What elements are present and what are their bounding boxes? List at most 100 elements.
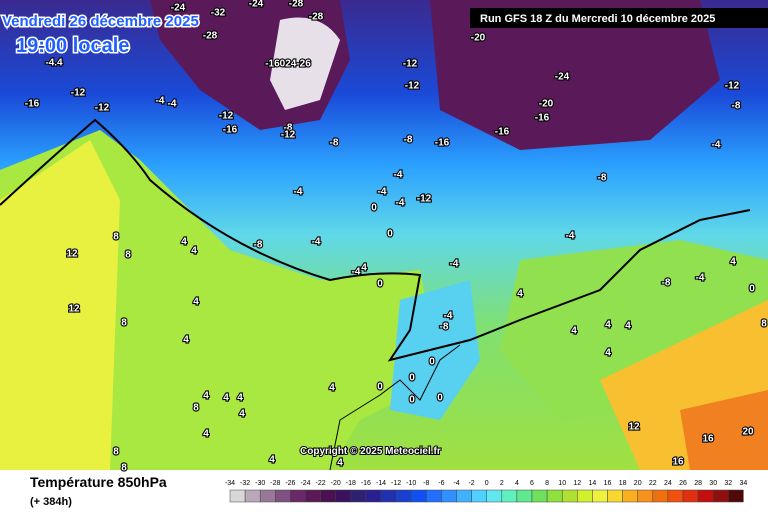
temperature-label: -4 — [156, 96, 165, 107]
temperature-label: -16 — [223, 125, 238, 136]
temperature-label: -4 — [294, 187, 303, 198]
temperature-label: -8 — [732, 101, 741, 112]
temperature-label: -16024-26 — [265, 59, 311, 70]
temperature-label: -12 — [219, 111, 234, 122]
temperature-label: 4 — [203, 429, 209, 440]
colorbar-tick: -16 — [361, 480, 371, 487]
colorbar-swatch — [229, 489, 246, 503]
temperature-label: 4 — [183, 335, 189, 346]
temperature-label: -4 — [712, 140, 721, 151]
temperature-label: 8 — [125, 250, 131, 261]
temperature-label: -4 — [566, 231, 575, 242]
colorbar-tick: -34 — [225, 480, 235, 487]
colorbar-tick: 0 — [485, 480, 489, 487]
temperature-label: -4 — [378, 187, 387, 198]
temperature-label: 4 — [361, 263, 367, 274]
colorbar-tick: -20 — [331, 480, 341, 487]
temperature-label: 4 — [203, 391, 209, 402]
temperature-label: 4 — [239, 409, 245, 420]
colorbar-tick: 22 — [649, 480, 657, 487]
temperature-label: -20 — [471, 33, 486, 44]
temperature-label: 0 — [409, 395, 415, 406]
temperature-label: 4 — [223, 393, 229, 404]
time-label: 19:00 locale — [16, 35, 129, 57]
temperature-label: -12 — [95, 103, 110, 114]
colorbar-swatch — [395, 489, 412, 503]
temperature-label: -8 — [598, 173, 607, 184]
colorbar-swatch — [426, 489, 442, 503]
temperature-label: -4 — [450, 259, 459, 270]
temperature-label: -4 — [394, 170, 403, 181]
warm-area — [680, 390, 768, 470]
temperature-label: -32 — [211, 8, 226, 19]
colorbar-tick: -12 — [391, 480, 401, 487]
colorbar-swatch — [441, 489, 457, 503]
temperature-label: -24 — [555, 72, 570, 83]
temperature-label: 0 — [377, 382, 383, 393]
temperature-label: 4 — [605, 320, 611, 331]
temperature-label: 4 — [517, 289, 523, 300]
colorbar-swatch — [637, 489, 654, 503]
colorbar-swatch — [577, 489, 593, 503]
colorbar-swatch — [531, 489, 548, 503]
colorbar-tick: 8 — [545, 480, 549, 487]
temperature-label: 4 — [605, 348, 611, 359]
colorbar-tick: 2 — [500, 480, 504, 487]
temperature-label: -4 — [168, 99, 177, 110]
colorbar-tick: -2 — [468, 480, 474, 487]
temperature-label: 12 — [68, 304, 80, 315]
temperature-label: 0 — [409, 373, 415, 384]
colorbar: -34 -32 -30 -28 -26 -24 -22 -20 -18 -16 -14 -12 -10-… — [225, 480, 747, 503]
colorbar-tick: -4 — [453, 480, 459, 487]
temperature-label: -8 — [404, 135, 413, 146]
date-label: Vendredi 26 décembre 2025 — [2, 13, 199, 30]
colorbar-tick: 4 — [515, 480, 519, 487]
warm-area — [0, 140, 120, 470]
temperature-label: -16 — [435, 138, 450, 149]
temperature-label: -4 — [696, 273, 705, 284]
colorbar-tick: -6 — [438, 480, 444, 487]
colorbar-swatch — [410, 489, 427, 503]
temperature-label: 16 — [702, 434, 714, 445]
colorbar-tick: 28 — [694, 480, 702, 487]
colorbar-swatch — [456, 489, 472, 503]
colorbar-swatch — [350, 489, 367, 503]
colorbar-tick: -10 — [406, 480, 416, 487]
temperature-label: 0 — [371, 203, 377, 214]
temperature-label: -16 — [25, 99, 40, 110]
temperature-label: 4 — [329, 383, 335, 394]
colorbar-swatch — [607, 489, 623, 503]
temperature-label: 0 — [749, 284, 755, 295]
colorbar-swatch — [501, 489, 518, 503]
temperature-label: -12 — [725, 81, 740, 92]
temperature-label: -4.4 — [45, 58, 63, 69]
footer-title: Température 850hPa — [30, 474, 167, 490]
run-box — [470, 8, 768, 28]
colorbar-swatch — [697, 489, 714, 503]
colorbar-tick: 32 — [724, 480, 732, 487]
temperature-label: -4 — [396, 198, 405, 209]
copyright: Copyright © 2025 Meteociel.fr — [300, 446, 441, 457]
temperature-label: 4 — [337, 458, 343, 469]
colorbar-swatch — [561, 489, 578, 503]
temperature-label: 16 — [672, 457, 684, 468]
colorbar-tick: -32 — [240, 480, 250, 487]
cold-core — [270, 17, 340, 110]
temperature-label: 8 — [761, 319, 767, 330]
colorbar-tick: -26 — [285, 480, 295, 487]
colorbar-swatch — [682, 489, 699, 503]
temperature-label: 0 — [387, 229, 393, 240]
colorbar-swatch — [486, 489, 503, 503]
temperature-label: -24 — [171, 3, 186, 14]
temperature-label: -8 — [330, 138, 339, 149]
colorbar-tick: 26 — [679, 480, 687, 487]
colorbar-tick: 12 — [573, 480, 581, 487]
cold-pool — [430, 0, 720, 150]
temperature-label: -24 — [249, 0, 264, 10]
colorbar-swatch — [290, 489, 306, 503]
run-label: Run GFS 18 Z du Mercredi 10 décembre 202… — [480, 13, 715, 25]
temperature-label: -28 — [203, 31, 218, 42]
temperature-label: -8 — [284, 123, 293, 134]
